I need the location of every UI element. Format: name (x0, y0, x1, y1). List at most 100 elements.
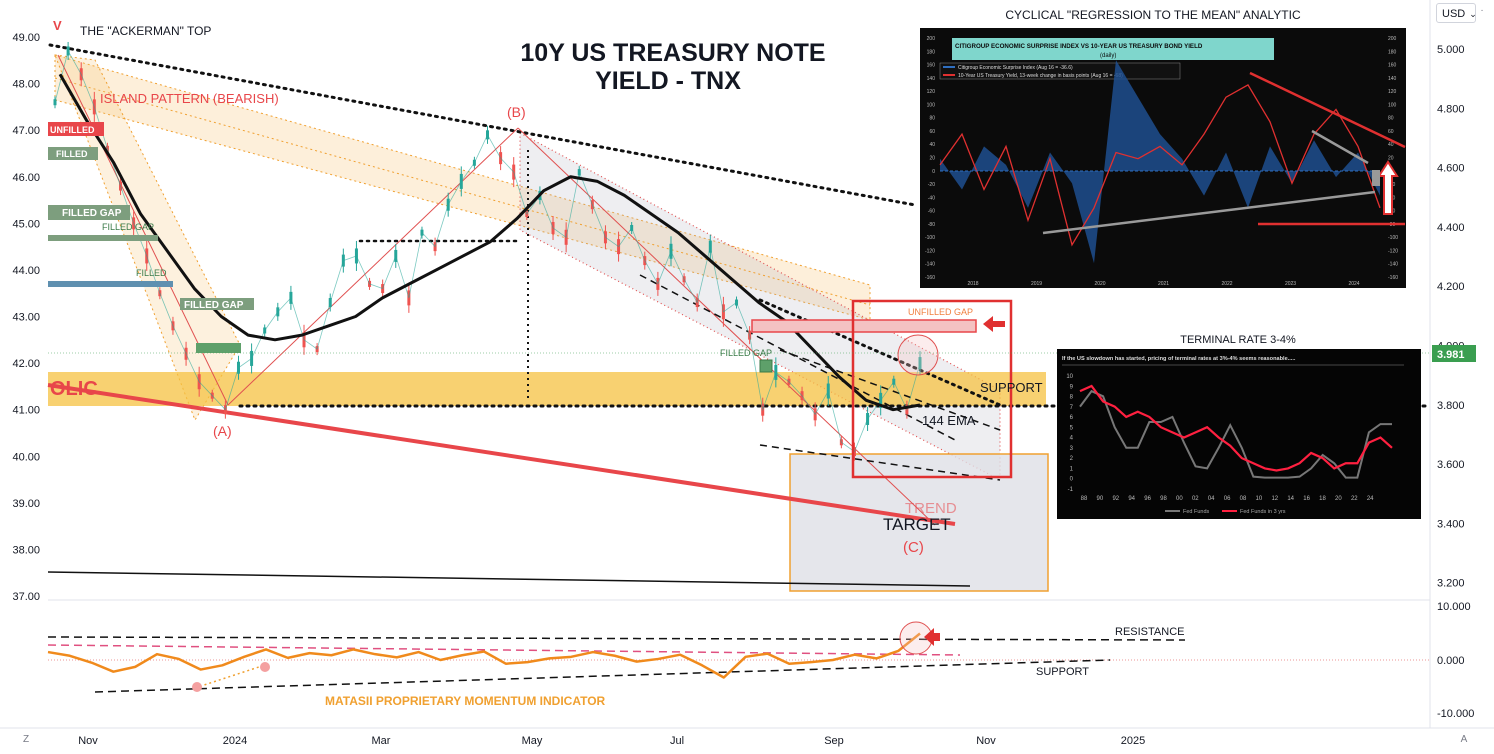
pink-dashed-line (47, 644, 961, 656)
cyc-ytick-left: -80 (928, 222, 935, 228)
term-ytick: 7 (1070, 405, 1074, 411)
chart-title-line1: 10Y US TREASURY NOTE (520, 39, 825, 67)
zoom-toggle-button[interactable]: Z (22, 734, 30, 745)
cyc-up-arrow-icon (1377, 160, 1399, 215)
left-axis-tick: 37.00 (12, 591, 40, 603)
right-axis-tick: 4.400 (1437, 222, 1465, 234)
cyc-xtick: 2019 (1031, 281, 1042, 287)
term-xtick: 24 (1367, 496, 1374, 502)
unfilled-left-label: UNFILLED (50, 125, 95, 135)
settings-icon[interactable]: · (1480, 5, 1484, 16)
left-axis-tick: 44.00 (12, 265, 40, 277)
trend-label: TREND (905, 500, 957, 517)
price-line (54, 49, 921, 453)
cyc-xtick: 2022 (1221, 281, 1232, 287)
cyc-ytick-left: -20 (928, 182, 935, 188)
dotted-ema-extension (758, 298, 1002, 407)
currency-selector[interactable]: USD ⌄ (1436, 3, 1477, 23)
left-axis-tick: 47.00 (12, 125, 40, 137)
term-xtick: 98 (1160, 496, 1167, 502)
orange-channel-line (54, 77, 871, 306)
time-axis: Nov 2024 Mar May Jul Sep Nov 2025 (78, 735, 1145, 747)
x-axis-tick: Mar (372, 735, 391, 747)
support-trend-line (94, 659, 1111, 693)
inset-cyclical-header (952, 38, 1274, 60)
inset-terminal-bg (1057, 349, 1421, 519)
inset-terminal-plot (1079, 384, 1393, 479)
lower-axis-tick: 10.000 (1437, 601, 1471, 613)
dashed-wedge-bottom (759, 444, 1001, 481)
inset-terminal-legend1: Fed Funds (1183, 509, 1210, 515)
term-ytick: 9 (1070, 384, 1074, 390)
term-xtick: 20 (1335, 496, 1342, 502)
cyc-marker (1372, 170, 1380, 186)
filled-gap-label-3: FILLED GAP (184, 300, 244, 311)
term-ytick: 2 (1070, 456, 1074, 462)
cyc-ytick-right: 160 (1388, 63, 1397, 69)
right-axis-tick: 3.400 (1437, 518, 1465, 530)
inset-terminal-xaxis: 88 90 92 94 96 98 00 02 04 06 08 10 12 14 16 18 20 22 24 (1081, 496, 1375, 502)
ema-series (58, 73, 921, 412)
term-fed-funds-3y-line (1079, 384, 1393, 472)
term-xtick: 00 (1176, 496, 1183, 502)
left-axis-tick: 45.00 (12, 218, 40, 230)
cyc-ytick-left: 180 (927, 49, 936, 55)
term-xtick: 90 (1097, 496, 1104, 502)
ema-line (58, 73, 921, 412)
term-xtick: 04 (1208, 496, 1215, 502)
term-xtick: 02 (1192, 496, 1199, 502)
filled-gap-marker-2 (48, 205, 130, 220)
right-axis-tick: 3.800 (1437, 400, 1465, 412)
unfilled-gap-marker (48, 122, 104, 136)
filled-gap-marker-1 (48, 147, 98, 160)
cyc-ytick-right: 120 (1388, 89, 1397, 95)
cyc-xtick: 2021 (1158, 281, 1169, 287)
cyc-ytick-right: -160 (1388, 275, 1398, 281)
island-label: ISLAND PATTERN (BEARISH) (100, 91, 279, 106)
term-ytick: 6 (1070, 415, 1074, 421)
cyc-ytick-left: 40 (929, 142, 935, 148)
momentum-axis: 10.000 0.000 -10.000 (1437, 601, 1474, 720)
unfilled-gap-band (751, 319, 977, 333)
x-axis-tick: Nov (78, 735, 98, 747)
cyc-red-down-trend (1249, 71, 1406, 149)
focus-circle (897, 334, 939, 376)
inset-cyclical-subheading: (daily) (1100, 53, 1116, 59)
cyc-ytick-left: -100 (925, 235, 935, 241)
red-trend-line (47, 383, 956, 526)
momentum-label: MATASII PROPRIETARY MOMENTUM INDICATOR (325, 694, 606, 708)
filled-gap-small (759, 359, 773, 373)
left-axis-tick: 40.00 (12, 451, 40, 463)
filled-gap-marker-3 (48, 235, 158, 241)
term-ytick: 4 (1070, 436, 1074, 442)
term-ytick: 0 (1070, 477, 1074, 483)
right-axis-tick: 3.600 (1437, 459, 1465, 471)
auto-scale-button[interactable]: A (1460, 734, 1468, 745)
x-axis-tick: Nov (976, 735, 996, 747)
momentum-arrow-icon (924, 628, 940, 646)
cyc-ytick-left: -120 (925, 248, 935, 254)
term-ytick: 10 (1066, 374, 1073, 380)
cyc-ytick-left: 80 (929, 116, 935, 122)
filled-gap-label-4: FILLED GAP (720, 348, 772, 358)
cyc-surprise-area (940, 60, 1380, 264)
term-fed-funds-line (1079, 389, 1392, 479)
cyc-ytick-left: 60 (929, 129, 935, 135)
inset-cyclical-legend2: 10-Year US Treasury Yield, 13-week chang… (958, 73, 1123, 79)
wave-line-b-c (517, 127, 936, 526)
inset-cyclical-legend1: Citigroup Economic Surprise Index (Aug 1… (958, 65, 1073, 71)
cyc-ytick-left: -140 (925, 262, 935, 268)
lower-axis-tick: 0.000 (1437, 655, 1465, 667)
support-lower-label: SUPPORT (1036, 666, 1089, 678)
unfilled-gap-label: UNFILLED GAP (908, 307, 973, 317)
chart-title-line2: YIELD - TNX (595, 67, 741, 95)
cyc-ytick-right: 60 (1388, 129, 1394, 135)
dashed-wedge-top (779, 349, 1001, 431)
term-xtick: 08 (1240, 496, 1247, 502)
cyc-yield-line (939, 84, 1381, 247)
cyc-ytick-left: -160 (925, 275, 935, 281)
filled-gap-marker-4 (48, 281, 173, 287)
term-xtick: 06 (1224, 496, 1231, 502)
term-xtick: 92 (1112, 496, 1119, 502)
